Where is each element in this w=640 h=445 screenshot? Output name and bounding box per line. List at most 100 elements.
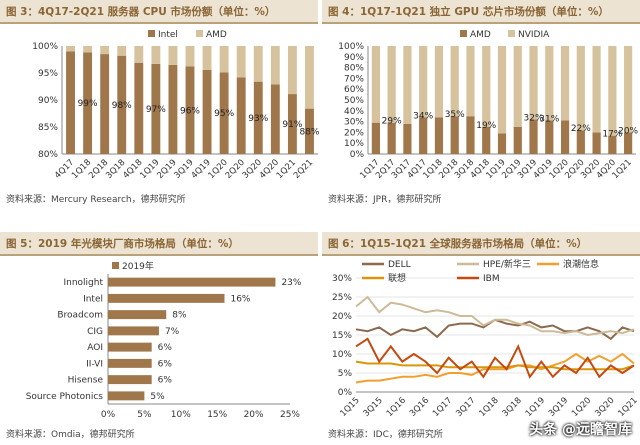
fig6-ytick: 5% — [338, 369, 353, 379]
fig4-legend-label-1: NVIDIA — [518, 30, 550, 40]
fig5-data-label: 5% — [150, 392, 165, 402]
fig3-bar-intel — [83, 52, 93, 155]
fig4-bar-amd — [371, 122, 380, 154]
fig6-series-line — [355, 352, 635, 384]
fig6-legend-label: IBM — [483, 274, 500, 284]
fig5-data-label: 6% — [158, 343, 173, 353]
fig3-bar-amd — [202, 46, 212, 70]
fig4-bar-nvidia — [545, 46, 554, 121]
fig3-legend-swatch-1 — [196, 30, 203, 37]
fig3-xtick: 2Q21 — [292, 158, 315, 181]
fig4-bar-nvidia — [450, 46, 459, 117]
fig4-data-label: 20% — [618, 126, 638, 136]
fig6-ytick: 20% — [332, 312, 352, 322]
fig6-xtick: 1Q19 — [524, 396, 547, 419]
fig3-bar-intel — [270, 84, 280, 154]
fig4-bar-amd — [466, 116, 475, 154]
fig4-data-label: 32% — [524, 113, 544, 123]
panel-fig5: 图 5：2019 年光模块厂商市场格局（单位：%） 2019年 Innolight… — [0, 232, 318, 445]
fig3-data-label: 93% — [248, 114, 268, 124]
fig5-chart: 2019年 Innolight 23% Intel 16% Broadcom 8% CIG 7%… — [26, 260, 302, 420]
fig4-bar-nvidia — [482, 46, 491, 127]
fig6-xtick: 1Q15 — [338, 396, 361, 419]
fig6-xtick: 1Q17 — [431, 396, 454, 419]
fig3-source: 资料来源：Mercury Research，德邦研究所 — [6, 195, 186, 205]
fig3-data-label: 97% — [146, 105, 166, 115]
panel-fig3: 图 3：4Q17-2Q21 服务器 CPU 市场份额（单位：%） Intel AM… — [0, 0, 320, 212]
fig3-bar-intel — [202, 69, 212, 154]
fig5-data-label: 6% — [158, 359, 173, 369]
fig6-series-line — [355, 318, 635, 341]
fig4-bar-nvidia — [497, 46, 507, 134]
fig4-legend-swatch-0 — [460, 30, 467, 37]
fig4-bar-amd — [529, 119, 538, 154]
fig4-ytick: 0% — [350, 150, 365, 160]
fig6-xtick: 3Q17 — [454, 396, 477, 419]
fig5-bar — [108, 342, 152, 352]
fig5-category-label: AOI — [87, 343, 103, 353]
fig3-legend-label-1: AMD — [206, 30, 227, 40]
fig4-bar-nvidia — [513, 46, 522, 127]
fig4-bar-nvidia — [434, 46, 444, 118]
fig4-bar-nvidia — [419, 46, 428, 118]
fig4-bar-amd — [560, 120, 570, 154]
fig5-legend-swatch — [112, 262, 119, 269]
fig3-ytick: 85% — [38, 123, 58, 133]
fig4-ytick: 30% — [344, 118, 364, 128]
fig3-bar-intel — [66, 51, 75, 154]
fig6-series-line — [355, 360, 635, 371]
fig3-bar-amd — [287, 46, 297, 95]
fig3-bar-intel — [168, 64, 178, 154]
fig5-bar — [108, 375, 152, 385]
fig4-ytick: 40% — [344, 107, 364, 117]
fig4-ytick: 80% — [344, 64, 364, 74]
fig6-xtick: 1Q18 — [477, 396, 500, 419]
fig3-bar-intel — [151, 63, 161, 154]
fig6-series-line — [355, 295, 635, 337]
fig3-data-label: 98% — [112, 101, 132, 111]
fig3-chart: Intel AMD80%85%90%95%100%4Q171Q182Q183Q18… — [32, 30, 320, 181]
fig4-ytick: 90% — [344, 53, 364, 63]
watermark: 头条 @远瞻智库 — [529, 422, 632, 438]
fig3-bar-intel — [185, 66, 195, 154]
fig6-legend-label: HPE/新华三 — [483, 258, 531, 270]
fig4-bar-amd — [624, 132, 633, 154]
fig4-data-label: 34% — [413, 111, 433, 121]
fig3-bar-amd — [151, 46, 161, 64]
fig3-bar-amd — [168, 46, 178, 65]
fig5-category-label: CIG — [87, 327, 103, 337]
fig3-bar-intel — [236, 77, 246, 154]
fig3-bar-amd — [253, 46, 263, 82]
fig5-title: 图 5：2019 年光模块厂商市场格局（单位：%） — [0, 232, 318, 256]
fig4-data-label: 31% — [539, 115, 559, 125]
fig5-category-label: Innolight — [63, 278, 103, 288]
fig3-bar-intel — [287, 94, 297, 154]
fig6-legend-label: DELL — [388, 260, 411, 270]
fig5-bar — [108, 326, 159, 336]
fig5-category-label: Broadcom — [57, 311, 103, 321]
fig5-category-label: Intel — [83, 294, 103, 304]
fig4-ytick: 50% — [344, 96, 364, 106]
fig5-legend-label: 2019年 — [122, 260, 154, 272]
fig4-bar-nvidia — [387, 46, 396, 123]
fig5-bar — [108, 391, 145, 401]
fig5-xtick: 25% — [280, 410, 300, 420]
fig5-data-label: 7% — [165, 327, 180, 337]
fig4-ytick: 100% — [338, 42, 364, 52]
fig6-xtick: 1Q21 — [616, 396, 639, 419]
fig4-bar-nvidia — [371, 46, 380, 123]
fig3-bar-intel — [134, 62, 144, 154]
fig5-xtick: 10% — [171, 410, 191, 420]
fig6-series-line — [355, 337, 635, 379]
fig3-bar-amd — [270, 46, 280, 85]
fig4-bar-amd — [403, 123, 412, 154]
fig5-data-label: 23% — [281, 278, 301, 288]
fig3-ytick: 95% — [38, 69, 58, 79]
fig3-legend-swatch-0 — [148, 30, 155, 37]
fig6-legend-label: 浪潮信息 — [563, 258, 599, 270]
fig6-xtick: 3Q20 — [593, 396, 616, 419]
fig6-xtick: 3Q18 — [501, 396, 524, 419]
fig3-ytick: 80% — [38, 150, 58, 160]
fig5-category-label: Source Photonics — [26, 392, 104, 402]
fig3-bar-amd — [236, 46, 246, 78]
